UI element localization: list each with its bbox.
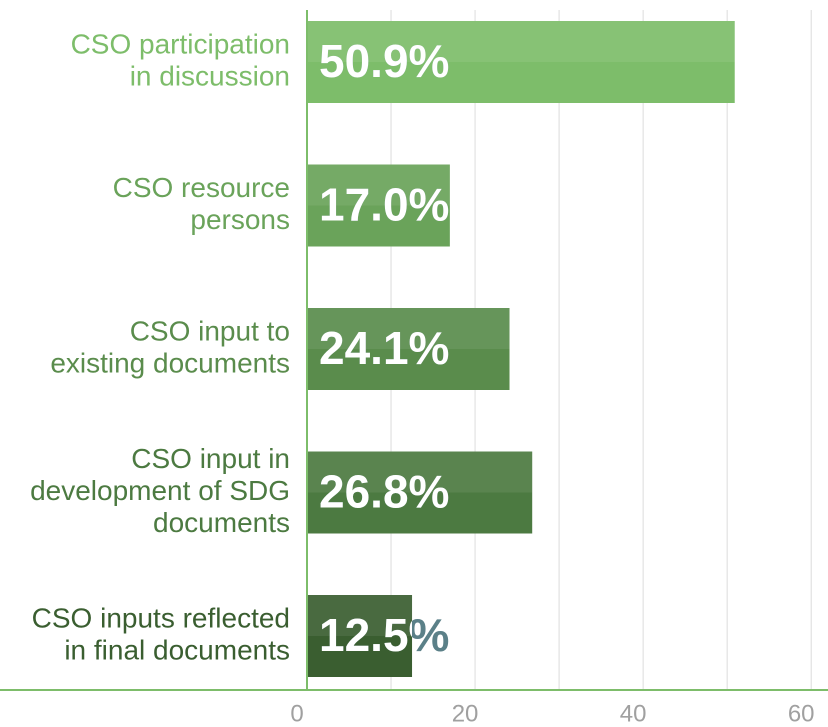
bar <box>307 451 533 534</box>
value-label: 17.0% <box>319 179 449 231</box>
x-tick-label: 40 <box>620 700 647 727</box>
bar <box>307 595 413 677</box>
bar-highlight <box>307 308 510 349</box>
category-label: persons <box>190 204 290 235</box>
category-label: CSO resource <box>113 172 290 203</box>
category-label: in final documents <box>64 634 290 665</box>
category-label: CSO participation <box>71 28 290 59</box>
category-label: existing documents <box>50 347 290 378</box>
value-label: 12.5% <box>319 609 449 661</box>
bar-highlight <box>307 595 413 636</box>
bar <box>307 21 735 103</box>
category-label: in discussion <box>130 60 290 91</box>
bar-highlight <box>307 164 450 206</box>
category-label: CSO input in <box>131 443 290 474</box>
value-label-overflow: 50.9% <box>319 35 449 87</box>
bar-highlight <box>307 21 735 62</box>
value-label-overflow: 17.0% <box>319 179 449 231</box>
bar <box>307 308 510 390</box>
category-label: development of SDG <box>30 475 290 506</box>
value-label: 24.1% <box>319 322 449 374</box>
value-label: 26.8% <box>319 466 449 518</box>
category-label: documents <box>153 507 290 538</box>
category-label: CSO inputs reflected <box>32 602 290 633</box>
category-label: CSO input to <box>130 315 290 346</box>
value-label: 50.9% <box>319 35 449 87</box>
x-tick-label: 20 <box>452 700 479 727</box>
value-label-overflow: 26.8% <box>319 466 449 518</box>
bar <box>307 164 450 247</box>
x-tick-label: 60 <box>788 700 815 727</box>
value-label-overflow: 12.5% <box>319 609 449 661</box>
value-label-overflow: 24.1% <box>319 322 449 374</box>
x-tick-label: 0 <box>290 700 303 727</box>
bar-highlight <box>307 451 533 493</box>
